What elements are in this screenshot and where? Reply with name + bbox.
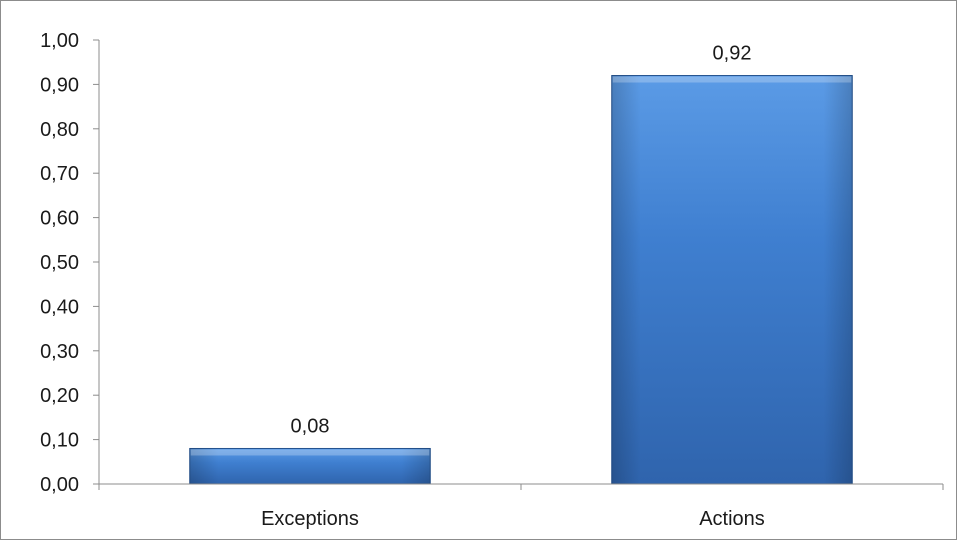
x-category-label: Exceptions [261, 508, 359, 530]
y-tick-label: 0,30 [40, 341, 79, 363]
y-tick-label: 0,00 [40, 474, 79, 496]
bar-highlight [613, 77, 852, 83]
y-tick-label: 0,20 [40, 385, 79, 407]
data-label: 0,08 [291, 415, 330, 437]
data-label: 0,92 [713, 43, 752, 65]
bar-shade [612, 76, 853, 484]
bars [190, 76, 853, 484]
y-tick-label: 0,90 [40, 74, 79, 96]
bar-highlight [191, 449, 430, 455]
y-tick-label: 1,00 [40, 30, 79, 52]
x-category-label: Actions [699, 508, 765, 530]
y-tick-label: 0,70 [40, 163, 79, 185]
y-tick-label: 0,60 [40, 208, 79, 230]
x-axis-categories: Exceptions Actions [261, 508, 765, 530]
y-tick-label: 0,10 [40, 430, 79, 452]
y-tick-label: 0,50 [40, 252, 79, 274]
y-tick-label: 0,80 [40, 119, 79, 141]
y-tick-label: 0,40 [40, 296, 79, 318]
